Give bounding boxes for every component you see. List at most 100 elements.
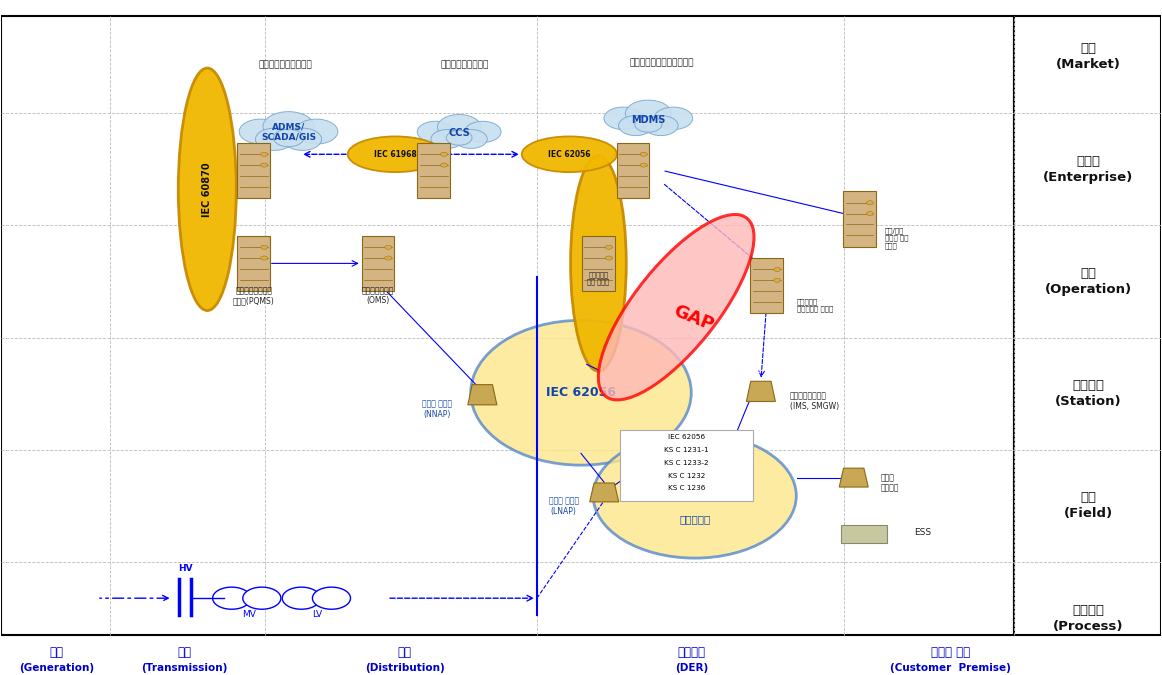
Text: LV: LV <box>313 610 323 619</box>
Text: 발전: 발전 <box>50 645 64 659</box>
Text: MDMS: MDMS <box>631 115 666 125</box>
Text: ADMS/
SCADA/GIS: ADMS/ SCADA/GIS <box>261 122 316 142</box>
Circle shape <box>239 119 282 144</box>
FancyBboxPatch shape <box>844 191 876 246</box>
Circle shape <box>604 107 643 130</box>
FancyBboxPatch shape <box>617 143 650 198</box>
Text: ESS: ESS <box>914 529 931 537</box>
Circle shape <box>625 100 672 127</box>
Text: GAP: GAP <box>670 302 716 335</box>
Text: 계측데이터
전처리가공 시스템: 계측데이터 전처리가공 시스템 <box>797 298 833 313</box>
Text: 전력품질모니터링
시스템(PQMS): 전력품질모니터링 시스템(PQMS) <box>232 286 274 305</box>
FancyBboxPatch shape <box>751 258 783 313</box>
FancyBboxPatch shape <box>1 16 1014 635</box>
Text: 배전운영자관리시스템: 배전운영자관리시스템 <box>258 60 311 70</box>
Text: IEC 61968: IEC 61968 <box>374 150 417 159</box>
Ellipse shape <box>471 321 691 465</box>
Text: 필드
(Field): 필드 (Field) <box>1063 491 1113 520</box>
Circle shape <box>654 107 693 130</box>
Polygon shape <box>468 385 497 405</box>
Circle shape <box>385 256 392 260</box>
Polygon shape <box>243 587 281 610</box>
FancyBboxPatch shape <box>582 236 615 291</box>
FancyBboxPatch shape <box>361 236 394 291</box>
Text: 중앙클라우드시스템: 중앙클라우드시스템 <box>440 60 489 70</box>
FancyBboxPatch shape <box>237 143 270 198</box>
Text: 미터링데이터관리자시스템: 미터링데이터관리자시스템 <box>630 58 695 68</box>
Circle shape <box>256 128 294 151</box>
Circle shape <box>618 115 653 136</box>
Polygon shape <box>313 587 351 610</box>
Text: (DER): (DER) <box>675 663 708 672</box>
Text: MV: MV <box>242 610 256 619</box>
Text: 이웃망 접속점
(NNAP): 이웃망 접속점 (NNAP) <box>422 399 452 418</box>
Text: KS C 1232: KS C 1232 <box>668 472 705 479</box>
Text: 운영
(Operation): 운영 (Operation) <box>1045 267 1132 296</box>
Circle shape <box>640 163 647 167</box>
Text: IEC 61968: IEC 61968 <box>594 238 603 289</box>
Circle shape <box>867 200 874 205</box>
Circle shape <box>385 245 392 249</box>
Circle shape <box>605 256 612 260</box>
Text: (Customer  Premise): (Customer Premise) <box>890 663 1011 672</box>
Circle shape <box>644 115 679 136</box>
Circle shape <box>295 119 338 144</box>
Text: 분산자원: 분산자원 <box>677 645 705 659</box>
Polygon shape <box>746 381 775 402</box>
Text: 지역망 접속점
(LNAP): 지역망 접속점 (LNAP) <box>548 496 579 516</box>
Text: IEC 62056: IEC 62056 <box>548 150 590 159</box>
Text: 실시간
감시기기: 실시간 감시기기 <box>881 473 899 493</box>
Circle shape <box>634 117 662 132</box>
FancyBboxPatch shape <box>841 525 888 543</box>
Text: IEC 62056: IEC 62056 <box>546 386 616 399</box>
Circle shape <box>260 163 267 167</box>
Circle shape <box>465 122 501 142</box>
Text: KS C 1236: KS C 1236 <box>668 485 705 491</box>
Ellipse shape <box>522 136 617 172</box>
Circle shape <box>454 130 487 148</box>
Text: 조류/부하
데이터 예측
시스템: 조류/부하 데이터 예측 시스템 <box>885 227 909 248</box>
FancyBboxPatch shape <box>417 143 450 198</box>
Text: KS C 1231-1: KS C 1231-1 <box>665 447 709 453</box>
Circle shape <box>440 153 447 157</box>
Circle shape <box>417 122 453 142</box>
Text: HV: HV <box>178 564 193 573</box>
Text: 사업자
(Enterprise): 사업자 (Enterprise) <box>1043 155 1133 184</box>
Text: KS C 1233-2: KS C 1233-2 <box>665 460 709 466</box>
Circle shape <box>437 115 481 140</box>
Text: 지능형계측시스템
(IMS, SMGW): 지능형계측시스템 (IMS, SMGW) <box>790 391 839 410</box>
FancyBboxPatch shape <box>1014 16 1161 635</box>
Ellipse shape <box>178 68 236 310</box>
Text: 정전관리시스템
(OMS): 정전관리시스템 (OMS) <box>361 286 394 305</box>
Ellipse shape <box>571 156 626 371</box>
Text: 스테이션
(Station): 스테이션 (Station) <box>1055 379 1121 408</box>
Circle shape <box>440 163 447 167</box>
Text: 송전: 송전 <box>177 645 191 659</box>
Circle shape <box>284 128 322 151</box>
Circle shape <box>640 153 647 157</box>
Text: 프로세스
(Process): 프로세스 (Process) <box>1053 604 1124 633</box>
Circle shape <box>263 111 314 141</box>
Text: 배전: 배전 <box>397 645 411 659</box>
Ellipse shape <box>347 136 443 172</box>
FancyBboxPatch shape <box>621 430 753 501</box>
Circle shape <box>260 256 267 260</box>
Text: 스마트미터: 스마트미터 <box>679 514 710 524</box>
Circle shape <box>605 245 612 249</box>
Circle shape <box>260 153 267 157</box>
Text: (Distribution): (Distribution) <box>365 663 444 672</box>
Circle shape <box>774 267 781 271</box>
Circle shape <box>446 130 472 145</box>
Circle shape <box>260 245 267 249</box>
Text: CCS: CCS <box>449 128 469 138</box>
Circle shape <box>273 129 303 146</box>
Circle shape <box>774 278 781 282</box>
Text: (Transmission): (Transmission) <box>141 663 228 672</box>
FancyBboxPatch shape <box>237 236 270 291</box>
Polygon shape <box>589 483 618 502</box>
Circle shape <box>431 130 464 148</box>
Ellipse shape <box>598 215 754 400</box>
Text: IEC 60870: IEC 60870 <box>202 162 213 217</box>
Polygon shape <box>839 468 868 487</box>
Polygon shape <box>213 587 251 610</box>
